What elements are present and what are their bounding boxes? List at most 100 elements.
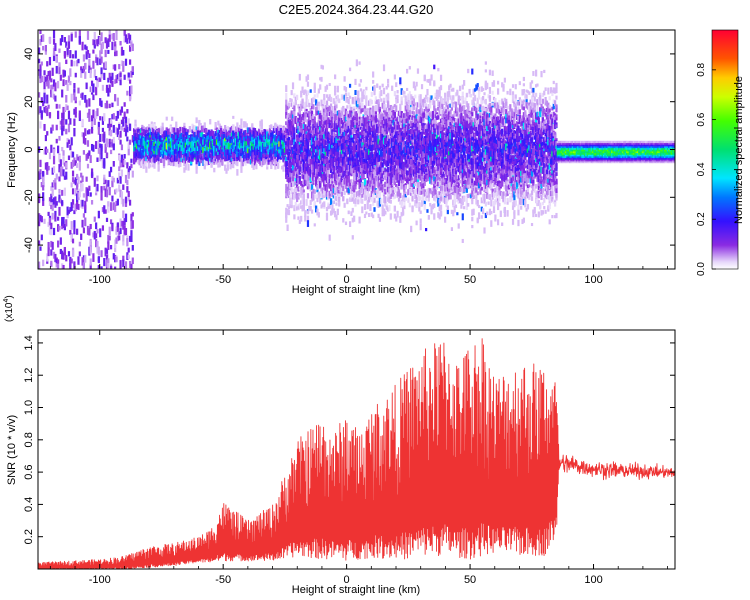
spectrogram-cell-3607 [276, 126, 280, 132]
spectrogram-cell-35 [40, 234, 43, 241]
spectrogram-cell-2878 [238, 137, 242, 142]
spectrogram-cell-3168 [253, 148, 257, 155]
spectrogram-cell-754 [123, 218, 126, 226]
spectrogram-cell-2259 [206, 150, 209, 155]
spectrogram-cell-471 [93, 31, 96, 40]
spectrogram-cell-3689 [281, 133, 284, 141]
spectrogram-cell-932 [137, 129, 140, 133]
spectrogram-cell-1426 [162, 137, 166, 143]
spectrogram-cell-2488 [218, 155, 221, 159]
spectrogram-cell-3482 [270, 132, 273, 138]
spectrogram-cell-137 [52, 148, 56, 157]
spectrogram-cell-16 [39, 214, 42, 222]
spectrogram-cell-1728 [179, 151, 182, 158]
spectrogram-cell-4422 [306, 210, 310, 215]
spectrogram-cell-366 [80, 172, 83, 178]
spectrogram-cell-2545 [221, 135, 224, 139]
spectrogram-cell-774 [124, 213, 128, 223]
spectrogram-cell-1918 [188, 137, 191, 142]
spectrogram-cell-605 [108, 84, 111, 93]
spectrogram-cell-371 [81, 175, 84, 183]
spectrogram-cell-691 [116, 198, 119, 206]
spectrogram-cell-4892 [323, 93, 326, 101]
spectrogram-cell-38 [42, 45, 45, 51]
spectrogram-cell-435 [89, 263, 92, 269]
spectrogram-cell-2015 [194, 142, 197, 149]
spectrogram-cell-2805 [234, 146, 238, 151]
spectrogram-cell-1891 [187, 143, 190, 150]
spectrogram-cell-792 [127, 190, 130, 197]
spectrogram-cell-2649 [226, 164, 229, 171]
spectrogram-cell-1766 [180, 132, 183, 138]
spectrogram-cell-933 [137, 153, 140, 159]
spectrogram-cell-455 [90, 143, 94, 151]
spectrogram-cell-1150 [149, 164, 152, 168]
spectrogram-cell-3281 [260, 131, 263, 136]
spectrogram-cell-3808 [286, 186, 289, 190]
spectrogram-cell-510 [97, 256, 100, 262]
spectrogram-cell-3779 [285, 146, 288, 151]
spectrogram-cell-3764 [285, 183, 288, 190]
spectrogram-cell-1546 [169, 150, 172, 156]
spectrogram-cell-745 [122, 116, 125, 122]
spectrogram-cell-636 [111, 72, 114, 80]
spectrogram-cell-3777 [285, 104, 288, 112]
spectrogram-cell-2833 [236, 144, 239, 152]
spectrogram-cell-802 [128, 86, 132, 94]
spectrogram-cell-414 [86, 188, 90, 197]
spectrogram-cell-2519 [219, 158, 223, 163]
spectrogram-cell-600 [107, 206, 110, 213]
spectrogram-cell-533 [100, 144, 103, 150]
spectrogram-cell-1263 [154, 132, 157, 136]
spectrogram-cell-6 [38, 47, 41, 54]
spectrogram-cell-269 [69, 50, 72, 59]
spectrogram-cell-602 [107, 77, 110, 83]
spectrogram-cell-547 [101, 41, 105, 49]
spectrogram-cell-1662 [175, 139, 178, 143]
spectrogram-cell-472 [93, 216, 96, 222]
spectrogram-cell-3170 [253, 131, 257, 138]
spectrogram-cell-3597 [276, 163, 280, 169]
spectrogram-cell-494 [96, 229, 99, 234]
spectrogram-cell-795 [127, 75, 130, 81]
spectrogram-cell-2695 [229, 151, 232, 159]
spectrogram-cell-1193 [150, 159, 153, 164]
spectrogram-cell-1321 [157, 144, 160, 149]
spectrogram-cell-1227 [153, 133, 156, 141]
spectrogram-cell-743 [122, 241, 125, 246]
spectrogram-cell-808 [128, 235, 132, 242]
spectrogram-cell-775 [126, 109, 129, 114]
spectrogram-cell-1602 [172, 159, 175, 167]
spectrogram-cell-1611 [172, 155, 175, 159]
spectrogram-cell-1140 [147, 147, 151, 152]
spectrogram-cell-2333 [210, 152, 213, 157]
spectrogram-cell-318 [74, 50, 77, 59]
spectrogram-cell-549 [103, 72, 106, 81]
spectrogram-cell-648 [112, 253, 115, 260]
spectrogram-cell-1322 [157, 151, 160, 158]
spectrogram-cell-464 [92, 109, 95, 119]
spectrogram-cell-2859 [237, 132, 240, 139]
spectrogram-cell-2437 [215, 154, 219, 159]
spectrogram-cell-593 [107, 49, 110, 54]
spectrogram-cell-416 [86, 31, 90, 40]
spectrogram-cell-3612 [276, 128, 280, 136]
spectrogram-cell-3535 [272, 143, 276, 149]
spectrogram-cell-638 [111, 41, 114, 51]
spectrogram-cell-3715 [282, 154, 285, 162]
spectrogram-cell-1415 [162, 155, 166, 160]
spectrogram-cell-1020 [142, 151, 145, 158]
spectrogram-cell-3454 [268, 141, 272, 147]
spectrogram-cell-2752 [232, 143, 235, 149]
spectrogram-cell-2753 [232, 124, 235, 131]
spectrogram-cell-401 [84, 137, 87, 145]
spectrogram-cell-405 [85, 54, 88, 60]
spectrogram-cell-2675 [228, 153, 231, 160]
spectrogram-cell-2479 [218, 123, 221, 130]
spectrogram-cell-878 [134, 147, 137, 151]
spectrogram-cell-3040 [247, 153, 250, 158]
spectrogram-cell-226 [63, 70, 67, 77]
spectrogram-cell-781 [126, 186, 129, 193]
spectrogram-cell-1475 [165, 130, 168, 137]
spectrogram-cell-794 [127, 247, 130, 253]
